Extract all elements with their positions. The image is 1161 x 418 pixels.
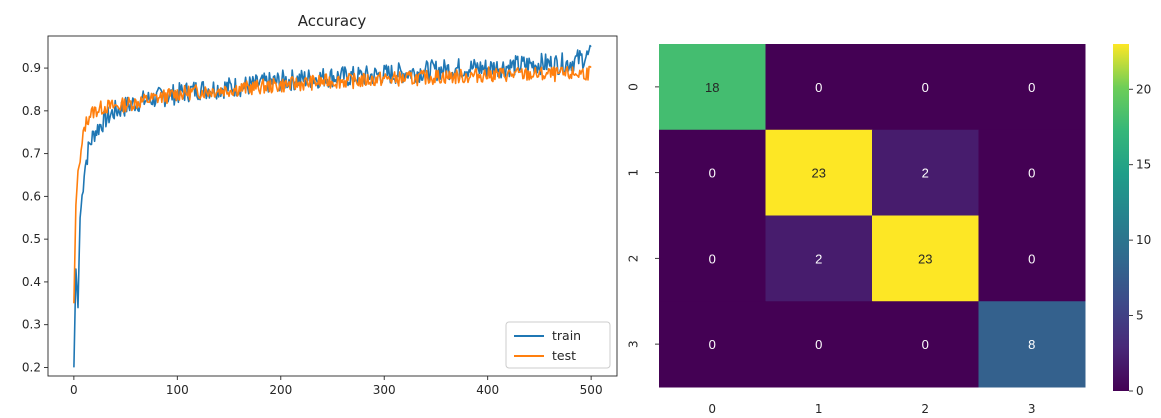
chart-title: Accuracy (298, 12, 367, 30)
x-tick-label: 400 (476, 383, 499, 397)
row-tick-label: 0 (627, 83, 641, 91)
heatmap-cell (659, 44, 766, 131)
heatmap-cell (765, 44, 873, 131)
heatmap-cell-label: 23 (812, 166, 826, 181)
colorbar-tick-label: 5 (1136, 309, 1144, 323)
series-lines (73, 44, 592, 368)
heatmap-cell (659, 129, 766, 216)
heatmap-cell-label: 2 (922, 166, 929, 181)
heatmap-cell (765, 129, 873, 216)
column-tick-labels: 0 1 2 3 (708, 402, 1035, 416)
y-tick-label: 0.5 (22, 232, 41, 246)
y-tick-label: 0.8 (22, 104, 41, 118)
colorbar-tick-label: 0 (1136, 384, 1144, 398)
colorbar-ticks: 0 5 10 15 20 (1129, 82, 1151, 398)
legend-label-test: test (552, 348, 576, 363)
x-tick-label: 300 (373, 383, 396, 397)
heatmap-cell-label: 2 (815, 251, 822, 266)
heatmap-cell (872, 129, 979, 216)
x-tick-label: 0 (70, 383, 78, 397)
heatmap-cell-label: 0 (709, 337, 716, 352)
heatmap-cell (978, 301, 1086, 388)
heatmap-cell-label: 0 (1028, 251, 1035, 266)
accuracy-line-chart: Accuracy 0.2 0.3 0.4 0.5 0.6 0.7 0.8 0.9 0 100 20… (22, 12, 618, 397)
heatmap-cells: 18 0 0 0 0 23 2 0 0 2 23 0 0 0 0 8 (659, 44, 1086, 388)
heatmap-cell-label: 23 (918, 251, 932, 266)
colorbar (1113, 44, 1129, 391)
heatmap-cell (659, 301, 766, 388)
heatmap-cell-label: 0 (1028, 80, 1035, 95)
heatmap-cell-label: 18 (705, 80, 719, 95)
heatmap-cell (765, 301, 873, 388)
colorbar-tick-label: 15 (1136, 158, 1151, 172)
x-axis-ticks: 0 100 200 300 400 500 (70, 376, 603, 397)
heatmap-cell (978, 215, 1086, 302)
heatmap-cell (659, 215, 766, 302)
y-tick-label: 0.2 (22, 360, 41, 374)
y-tick-label: 0.9 (22, 61, 41, 75)
colorbar-tick-label: 10 (1136, 233, 1151, 247)
heatmap-cell (765, 215, 873, 302)
heatmap-cell-label: 0 (815, 80, 822, 95)
heatmap-cell (872, 44, 979, 131)
y-tick-label: 0.7 (22, 147, 41, 161)
x-tick-label: 500 (580, 383, 603, 397)
heatmap-cell-label: 0 (922, 80, 929, 95)
heatmap-cell-label: 0 (1028, 166, 1035, 181)
y-tick-label: 0.3 (22, 318, 41, 332)
heatmap-cell-label: 0 (922, 337, 929, 352)
heatmap-cell (872, 215, 979, 302)
row-tick-label: 2 (627, 255, 641, 263)
heatmap-cell-label: 0 (709, 251, 716, 266)
row-tick-label: 3 (627, 340, 641, 348)
y-tick-label: 0.4 (22, 275, 41, 289)
x-tick-label: 200 (269, 383, 292, 397)
colorbar-tick-label: 20 (1136, 82, 1151, 96)
column-tick-label: 3 (1028, 402, 1036, 416)
heatmap-cell-label: 0 (815, 337, 822, 352)
x-tick-label: 100 (166, 383, 189, 397)
heatmap-cell (978, 129, 1086, 216)
plot-frame (47, 35, 618, 377)
column-tick-label: 1 (815, 402, 823, 416)
legend-label-train: train (552, 328, 581, 343)
heatmap-cell (978, 44, 1086, 131)
series-line-train (73, 44, 592, 368)
y-axis-ticks: 0.2 0.3 0.4 0.5 0.6 0.7 0.8 0.9 (22, 61, 48, 374)
heatmap-cell (872, 301, 979, 388)
y-tick-label: 0.6 (22, 189, 41, 203)
heatmap-cell-label: 8 (1028, 337, 1035, 352)
series-line-test (73, 65, 592, 304)
column-tick-label: 2 (921, 402, 929, 416)
heatmap-cell-label: 0 (709, 166, 716, 181)
legend: train test (505, 321, 611, 369)
row-tick-label: 1 (627, 169, 641, 177)
column-tick-label: 0 (708, 402, 716, 416)
row-tick-labels: 0 1 2 3 (627, 83, 659, 348)
